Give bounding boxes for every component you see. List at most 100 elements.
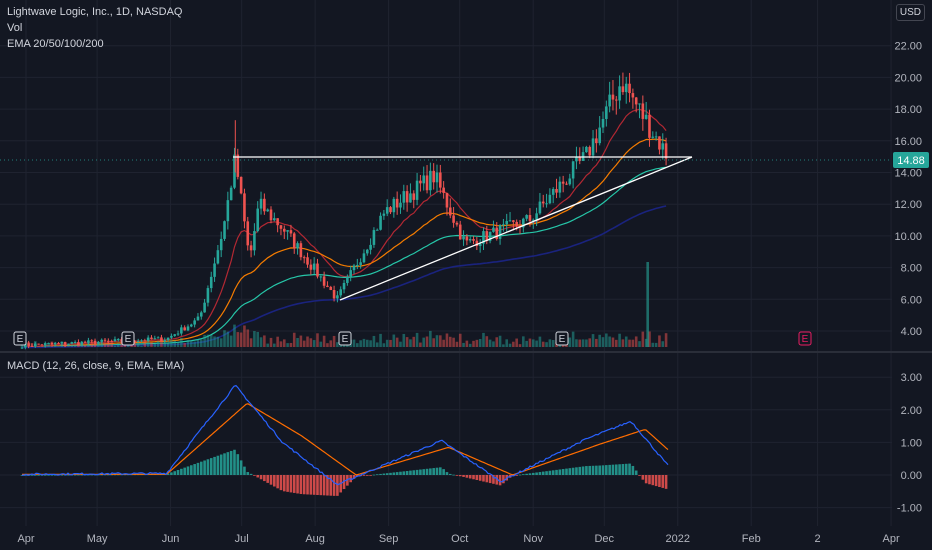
macd-hist-bar (166, 473, 170, 475)
macd-hist-bar (522, 474, 525, 475)
macd-hist-bar (555, 469, 558, 475)
macd-hist-bar (452, 474, 455, 476)
support-trendline[interactable] (339, 156, 693, 301)
candle-body (448, 207, 452, 216)
volume-bar (80, 345, 84, 347)
candle-body (316, 263, 319, 277)
candle-body (63, 342, 67, 345)
time-tick-label: Jun (162, 533, 180, 545)
volume-bar (578, 339, 582, 347)
macd-hist-bar (229, 450, 233, 475)
candle-body (279, 225, 283, 229)
volume-bar (309, 338, 313, 347)
candle-body (571, 161, 575, 179)
candle-body (578, 157, 582, 161)
volume-bar (256, 331, 260, 347)
volume-bar (326, 343, 329, 347)
candle-body (249, 245, 253, 251)
candle-body (80, 341, 84, 345)
candle-body (425, 175, 429, 191)
currency-button[interactable]: USD (895, 4, 925, 21)
candle-body (196, 316, 200, 321)
macd-hist-bar (256, 475, 260, 478)
candle-body (276, 218, 279, 226)
macd-hist-bar (568, 468, 572, 475)
macd-hist-bar (541, 471, 545, 475)
candle-body (186, 326, 190, 331)
candle-body (362, 253, 366, 263)
volume-bar (163, 343, 167, 347)
volume-bar (259, 337, 263, 347)
earnings-marker[interactable]: E (13, 331, 27, 346)
trendlines[interactable] (233, 156, 693, 301)
volume-bar (160, 341, 163, 347)
candle-body (110, 340, 113, 342)
candle-body (223, 221, 226, 239)
volume-bar (299, 335, 303, 347)
macd-hist-bar (618, 464, 621, 475)
candle-body (193, 320, 196, 325)
macd-axis[interactable]: 3.00 2.00 1.00 0.00 -1.00 (897, 372, 922, 514)
candle-body (482, 231, 485, 244)
time-tick-label: Oct (451, 533, 468, 545)
volume-bar (107, 342, 110, 347)
macd-hist-bar (561, 469, 565, 475)
volume-bar (399, 341, 402, 347)
macd-hist-bar (289, 475, 293, 493)
candle-body (166, 337, 170, 341)
volume-bar (588, 338, 592, 347)
candle-body (508, 220, 512, 222)
macd-indicator-label[interactable]: MACD (12, 26, close, 9, EMA, EMA) (7, 360, 185, 372)
candle-body (302, 257, 306, 259)
candle-body (561, 181, 565, 184)
volume-bar (379, 333, 382, 347)
macd-hist-bar (37, 474, 40, 476)
symbol-title[interactable]: Lightwave Logic, Inc., 1D, NASDAQ (7, 6, 183, 18)
volume-bar (385, 339, 389, 347)
volume-bar (226, 331, 230, 347)
volume-bar (545, 342, 548, 347)
volume-bar (535, 340, 538, 347)
candle-body (203, 302, 206, 313)
ema-indicator-label[interactable]: EMA 20/50/100/200 (7, 38, 104, 50)
candle-body (349, 270, 352, 277)
volume-bar (439, 335, 442, 347)
vol-indicator-label[interactable]: Vol (7, 22, 23, 34)
volume-bar (478, 338, 482, 347)
macd-hist-bar (664, 475, 668, 489)
candle-body (475, 240, 479, 247)
macd-hist-bar (50, 474, 54, 476)
macd-hist-bar (472, 475, 475, 480)
earnings-marker[interactable]: E (798, 331, 812, 346)
candle-body (183, 327, 186, 331)
candle-body (621, 86, 625, 93)
volume-bar (415, 332, 419, 347)
macd-hist-bar (468, 475, 472, 479)
macd-hist-bar (236, 454, 240, 475)
volume-bar (336, 342, 339, 347)
macd-hist-bar (369, 475, 372, 476)
volume-bar (332, 335, 336, 347)
earnings-marker[interactable]: E (338, 331, 352, 346)
candle-body (176, 333, 180, 335)
price-axis[interactable]: 4.00 6.00 8.00 10.00 12.00 14.00 16.00 18.00 20.… (894, 41, 922, 338)
macd-hist-bar (402, 471, 406, 475)
macd-hist-bar (286, 475, 289, 492)
candle-body (389, 207, 392, 213)
candle-body (614, 99, 618, 101)
earnings-marker[interactable]: E (555, 331, 569, 346)
earnings-marker[interactable]: E (121, 331, 135, 346)
macd-hist-bar (173, 471, 177, 475)
candle-body (565, 183, 568, 185)
volume-bar (531, 339, 535, 347)
candle-body (163, 340, 167, 342)
candle-body (57, 342, 60, 344)
volume-bar (372, 335, 376, 347)
candle-body (651, 136, 655, 138)
candle-body (140, 340, 143, 342)
macd-hist-bar (595, 465, 598, 475)
macd-tick-label: 1.00 (901, 437, 922, 449)
time-axis[interactable]: Apr May Jun Jul Aug Sep Oct Nov Dec 2022 Feb 2 Apr (17, 533, 900, 545)
